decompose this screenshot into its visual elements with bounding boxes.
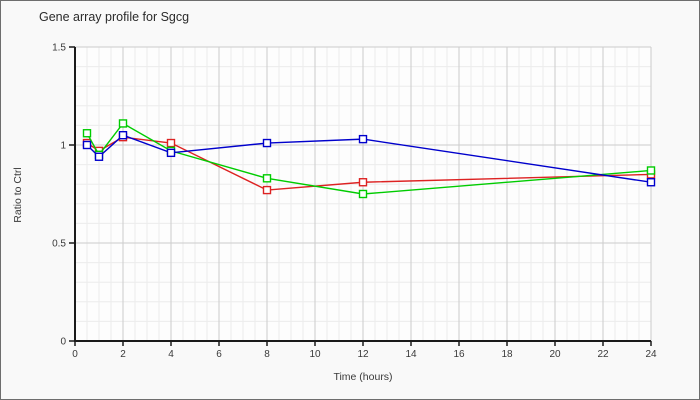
- x-tick-label: 10: [309, 349, 321, 360]
- blue-series-marker: [646, 178, 656, 187]
- blue-series-marker: [82, 140, 92, 150]
- x-tick-label: 8: [264, 349, 270, 360]
- x-tick-label: 14: [405, 349, 417, 360]
- x-tick-label: 16: [453, 349, 465, 360]
- blue-series-marker: [262, 138, 272, 148]
- x-axis-title: Time (hours): [333, 371, 393, 383]
- blue-series-marker: [166, 148, 176, 158]
- green-series-marker: [646, 166, 656, 175]
- x-tick-label: 12: [357, 349, 369, 360]
- x-tick-label: 6: [216, 349, 222, 360]
- red-series-marker: [358, 178, 368, 187]
- green-series-marker: [358, 189, 368, 199]
- x-tick-label: 24: [645, 349, 657, 360]
- blue-series-marker: [118, 130, 128, 140]
- chart-title: Gene array profile for Sgcg: [39, 10, 190, 24]
- x-tick-label: 20: [549, 349, 561, 360]
- x-tick-label: 2: [120, 349, 126, 360]
- y-tick-label: 1: [60, 141, 66, 152]
- blue-series-marker: [94, 152, 104, 161]
- x-tick-label: 0: [72, 349, 78, 360]
- green-series-marker: [262, 174, 272, 183]
- red-series-marker: [262, 185, 272, 195]
- y-tick-label: 0.5: [52, 239, 66, 250]
- x-tick-label: 18: [501, 349, 513, 360]
- green-series-marker: [82, 129, 92, 138]
- red-series-marker: [166, 138, 176, 148]
- y-tick-label: 1.5: [52, 43, 66, 54]
- x-tick-label: 22: [597, 349, 609, 360]
- green-series-marker: [118, 119, 128, 128]
- y-tick-label: 0: [60, 337, 66, 348]
- x-tick-label: 4: [168, 349, 174, 360]
- blue-series-marker: [358, 134, 368, 144]
